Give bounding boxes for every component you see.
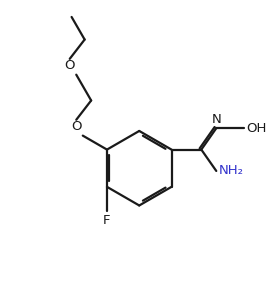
Text: F: F bbox=[103, 214, 111, 227]
Text: N: N bbox=[211, 113, 221, 126]
Text: O: O bbox=[64, 59, 75, 72]
Text: NH₂: NH₂ bbox=[219, 164, 244, 177]
Text: O: O bbox=[71, 120, 81, 133]
Text: OH: OH bbox=[246, 122, 266, 135]
